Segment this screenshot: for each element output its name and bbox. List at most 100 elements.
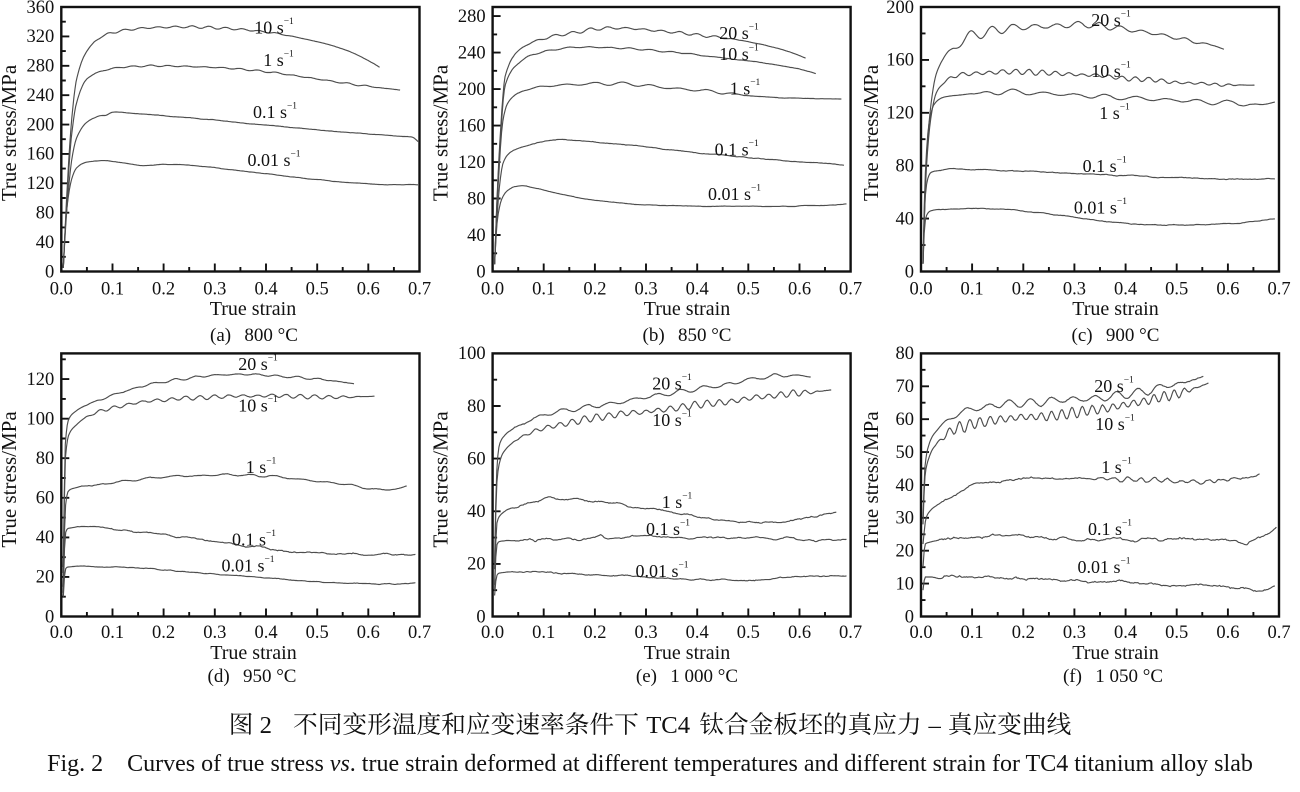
- svg-text:0.7: 0.7: [839, 279, 862, 299]
- svg-text:True stress/MPa: True stress/MPa: [429, 411, 453, 548]
- svg-text:0.3: 0.3: [634, 279, 657, 299]
- svg-text:0.1 s−1: 0.1 s−1: [253, 101, 297, 122]
- svg-text:0: 0: [905, 607, 914, 627]
- svg-text:True strain: True strain: [1072, 298, 1158, 320]
- svg-text:True stress/MPa: True stress/MPa: [859, 64, 883, 201]
- svg-text:0: 0: [476, 607, 485, 627]
- svg-text:0.2: 0.2: [152, 623, 175, 643]
- svg-text:200: 200: [27, 115, 55, 135]
- svg-text:–: –: [928, 712, 942, 739]
- svg-text:20: 20: [467, 555, 486, 575]
- svg-text:0.7: 0.7: [1267, 279, 1290, 299]
- svg-text:0.7: 0.7: [408, 279, 431, 299]
- svg-text:0.4: 0.4: [254, 279, 277, 299]
- svg-text:60: 60: [896, 410, 915, 430]
- svg-text:120: 120: [458, 153, 486, 173]
- svg-text:80: 80: [896, 344, 915, 364]
- svg-text:0.1 s−1: 0.1 s−1: [646, 518, 690, 539]
- svg-text:Fig. 2 Curves of true stress v: Fig. 2 Curves of true stress vs. true st…: [47, 751, 1253, 777]
- svg-text:240: 240: [27, 86, 55, 106]
- svg-text:0.3: 0.3: [203, 623, 226, 643]
- svg-text:True strain: True strain: [644, 642, 730, 664]
- svg-text:0.0: 0.0: [481, 279, 504, 299]
- svg-text:0.0: 0.0: [481, 623, 504, 643]
- svg-text:(f) 1 050 °C: (f) 1 050 °C: [1063, 666, 1163, 687]
- svg-text:0.6: 0.6: [1216, 623, 1239, 643]
- svg-text:80: 80: [467, 189, 486, 209]
- svg-text:0.5: 0.5: [737, 623, 760, 643]
- svg-text:True stress/MPa: True stress/MPa: [429, 64, 453, 201]
- svg-text:0.0: 0.0: [909, 279, 932, 299]
- svg-text:200: 200: [458, 80, 486, 100]
- svg-text:0.3: 0.3: [203, 279, 226, 299]
- svg-text:320: 320: [27, 27, 55, 47]
- svg-text:0: 0: [45, 607, 54, 627]
- svg-text:TC4: TC4: [646, 712, 690, 739]
- svg-text:50: 50: [896, 443, 915, 463]
- svg-text:0.01 s−1: 0.01 s−1: [221, 555, 274, 576]
- svg-text:120: 120: [886, 104, 914, 124]
- svg-text:True stress/MPa: True stress/MPa: [859, 411, 883, 548]
- svg-text:0.2: 0.2: [1012, 279, 1035, 299]
- svg-text:0.3: 0.3: [634, 623, 657, 643]
- svg-text:80: 80: [896, 157, 915, 177]
- svg-text:0.1 s−1: 0.1 s−1: [1088, 518, 1132, 539]
- svg-text:0.0: 0.0: [50, 623, 73, 643]
- svg-text:(c) 900 °C: (c) 900 °C: [1072, 325, 1160, 346]
- svg-text:0.2: 0.2: [152, 279, 175, 299]
- svg-text:0.01 s−1: 0.01 s−1: [247, 149, 300, 170]
- svg-text:280: 280: [458, 7, 486, 27]
- svg-text:0.4: 0.4: [254, 623, 277, 643]
- svg-text:True strain: True strain: [210, 642, 296, 664]
- svg-text:0.1: 0.1: [532, 279, 555, 299]
- svg-text:360: 360: [27, 0, 55, 18]
- svg-text:0.4: 0.4: [1114, 623, 1137, 643]
- svg-text:30: 30: [896, 509, 915, 529]
- svg-text:0.1: 0.1: [532, 623, 555, 643]
- svg-text:0.1: 0.1: [101, 623, 124, 643]
- svg-text:0.7: 0.7: [1267, 623, 1290, 643]
- svg-text:240: 240: [458, 43, 486, 63]
- svg-text:120: 120: [27, 174, 55, 194]
- svg-text:0.6: 0.6: [788, 623, 811, 643]
- svg-text:0.6: 0.6: [788, 279, 811, 299]
- svg-text:(b) 850 °C: (b) 850 °C: [643, 325, 732, 346]
- svg-text:0.6: 0.6: [357, 279, 380, 299]
- svg-text:0.0: 0.0: [909, 623, 932, 643]
- svg-text:0.7: 0.7: [408, 623, 431, 643]
- svg-text:0.4: 0.4: [686, 623, 709, 643]
- svg-text:80: 80: [467, 397, 486, 417]
- svg-text:(e) 1 000 °C: (e) 1 000 °C: [636, 666, 738, 687]
- svg-text:0.5: 0.5: [306, 279, 329, 299]
- svg-text:0: 0: [476, 262, 485, 282]
- svg-text:0.2: 0.2: [1012, 623, 1035, 643]
- svg-text:70: 70: [896, 377, 915, 397]
- svg-text:40: 40: [467, 502, 486, 522]
- svg-text:0: 0: [905, 262, 914, 282]
- svg-text:20: 20: [896, 542, 915, 562]
- svg-text:0.4: 0.4: [1114, 279, 1137, 299]
- svg-text:0: 0: [45, 262, 54, 282]
- svg-text:40: 40: [896, 209, 915, 229]
- svg-text:200: 200: [886, 0, 914, 18]
- svg-text:20: 20: [36, 568, 55, 588]
- svg-text:0.01 s−1: 0.01 s−1: [635, 560, 688, 581]
- svg-text:40: 40: [36, 528, 55, 548]
- svg-text:2: 2: [260, 712, 272, 739]
- svg-text:0.6: 0.6: [1216, 279, 1239, 299]
- svg-text:0.3: 0.3: [1063, 279, 1086, 299]
- svg-text:40: 40: [896, 476, 915, 496]
- svg-text:0.1: 0.1: [961, 623, 984, 643]
- svg-text:0.3: 0.3: [1063, 623, 1086, 643]
- svg-text:True strain: True strain: [210, 298, 296, 320]
- svg-text:0.4: 0.4: [686, 279, 709, 299]
- svg-text:10: 10: [896, 574, 915, 594]
- svg-text:60: 60: [36, 489, 55, 509]
- svg-text:80: 80: [36, 204, 55, 224]
- svg-text:0.1 s−1: 0.1 s−1: [715, 139, 759, 160]
- svg-text:0.5: 0.5: [1165, 623, 1188, 643]
- svg-text:0.0: 0.0: [50, 279, 73, 299]
- svg-text:120: 120: [27, 370, 55, 390]
- svg-text:160: 160: [886, 51, 914, 71]
- svg-text:(d) 950 °C: (d) 950 °C: [208, 666, 297, 687]
